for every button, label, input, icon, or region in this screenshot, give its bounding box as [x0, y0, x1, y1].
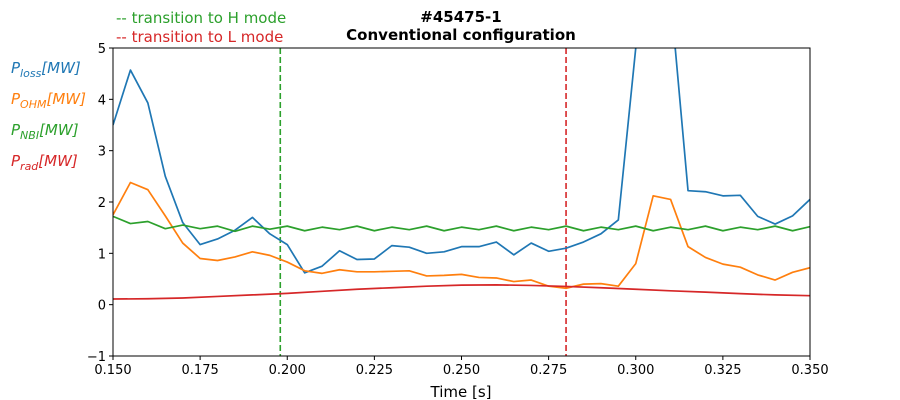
x-tick-label: 0.350: [791, 363, 828, 378]
legend-entry-rad: Prad[MW]: [11, 152, 78, 173]
x-tick-label: 0.325: [704, 363, 741, 378]
vline-layer: [279, 48, 567, 356]
chart-title: #45475-1: [420, 8, 501, 26]
annotation-l-mode: -- transition to L mode: [116, 28, 283, 46]
chart-subtitle: Conventional configuration: [346, 26, 576, 44]
legend-entry-loss: Ploss[MW]: [11, 59, 81, 80]
x-axis-title: Time [s]: [430, 383, 492, 400]
y-tick-label: 0: [98, 299, 106, 314]
plot-area-background: [113, 48, 810, 356]
y-tick-label: 5: [98, 42, 106, 57]
y-tick-label: 4: [98, 93, 106, 108]
y-tick-label: 1: [98, 247, 106, 262]
series-line-rad: [113, 284, 810, 300]
series-layer: [113, 48, 810, 300]
x-tick-label: 0.150: [94, 363, 131, 378]
legend-entry-nbi: PNBI[MW]: [11, 121, 79, 142]
x-tick-label: 0.225: [356, 363, 393, 378]
legend-entry-ohm: POHM[MW]: [11, 90, 86, 111]
y-axis: −1 0 1 2 3 4 5: [87, 42, 113, 365]
x-tick-label: 0.250: [443, 363, 480, 378]
y-tick-label: 2: [98, 196, 106, 211]
y-tick-label: −1: [87, 350, 106, 365]
x-tick-label: 0.200: [269, 363, 306, 378]
series-line-loss: [113, 48, 810, 274]
x-axis: 0.150 0.175 0.200 0.225 0.250 0.275 0.300 0.325…: [94, 356, 829, 378]
x-tick-label: 0.275: [530, 363, 567, 378]
x-tick-label: 0.300: [617, 363, 654, 378]
annotation-h-mode: -- transition to H mode: [116, 9, 286, 27]
series-line-ohm: [113, 181, 810, 290]
legend: Ploss[MW] POHM[MW] PNBI[MW] Prad[MW]: [11, 59, 86, 173]
x-tick-label: 0.175: [182, 363, 219, 378]
series-line-nbi: [113, 215, 810, 233]
y-tick-label: 3: [98, 145, 106, 160]
